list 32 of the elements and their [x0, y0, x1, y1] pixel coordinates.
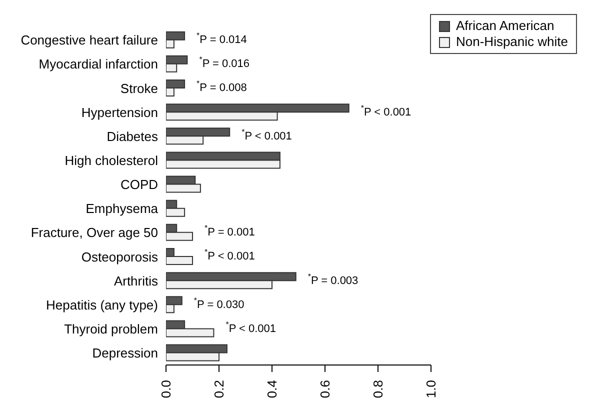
- x-tick-label: 0.6: [318, 380, 332, 398]
- x-tick-label: 1.0: [424, 380, 438, 398]
- y-tick-label: Myocardial infarction: [38, 56, 158, 72]
- legend-label: African American: [455, 18, 556, 34]
- y-tick-label: Hypertension: [81, 104, 158, 120]
- y-tick-label: High cholesterol: [64, 153, 158, 168]
- y-tick-label: Thyroid problem: [64, 322, 158, 337]
- y-tick-label: Congestive heart failure: [20, 32, 158, 48]
- legend-label: Non-Hispanic white: [455, 34, 568, 50]
- y-tick-label: COPD: [120, 177, 158, 192]
- annotation: $^{*}$P = 0.016: [199, 55, 250, 70]
- y-tick-label: Arthritis: [114, 273, 158, 288]
- y-tick-label: Stroke: [120, 80, 158, 96]
- annotation: $^{*}$P = 0.014: [196, 31, 247, 46]
- y-tick-label: Hepatitis (any type): [46, 297, 158, 312]
- annotation: $^{*}$P = 0.008: [196, 79, 247, 94]
- y-tick-label: Depression: [92, 346, 158, 361]
- annotation: $^{*}$P < 0.001: [226, 320, 276, 335]
- y-tick-label: Emphysema: [86, 201, 159, 216]
- x-tick-label: 0.4: [264, 380, 280, 398]
- x-tick-label: 0.2: [212, 380, 226, 398]
- y-tick-label: Diabetes: [106, 128, 158, 144]
- x-tick-label: 0.8: [370, 380, 386, 398]
- annotation: $^{*}$P < 0.001: [242, 127, 292, 142]
- annotation: $^{*}$P = 0.030: [194, 296, 244, 311]
- y-tick-label: Fracture, Over age 50: [30, 225, 158, 240]
- annotation: $^{*}$P < 0.001: [204, 248, 255, 263]
- annotation: $^{*}$P = 0.001: [204, 224, 255, 239]
- x-tick-label: 0.0: [158, 380, 174, 398]
- y-tick-label: Osteoporosis: [81, 249, 158, 264]
- annotation: $^{*}$P = 0.003: [308, 272, 358, 287]
- annotation: $^{*}$P < 0.001: [360, 103, 412, 118]
